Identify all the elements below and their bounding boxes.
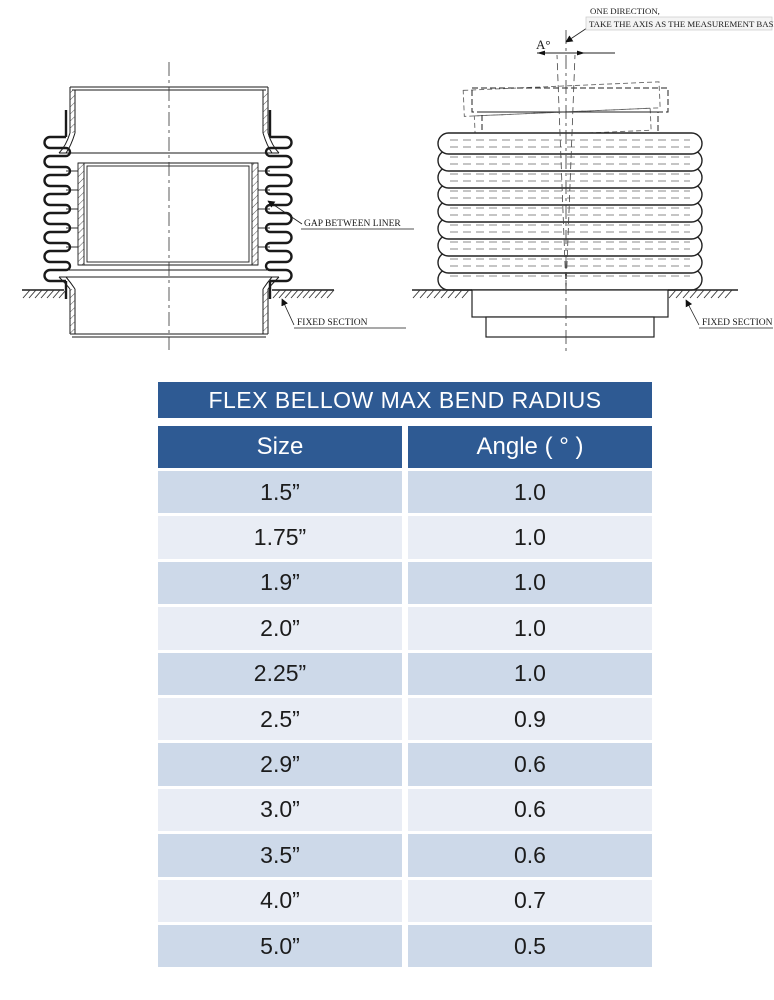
fixed-base (471, 289, 669, 338)
angle-cell: 1.0 (408, 471, 652, 514)
neck (471, 87, 669, 135)
size-cell: 3.0” (158, 788, 402, 832)
table-row: 2.5” 0.9 (158, 697, 652, 741)
col-header-size: Size (158, 426, 402, 468)
table-row: 5.0” 0.5 (158, 924, 652, 968)
table-row: 2.0” 1.0 (158, 607, 652, 650)
size-cell: 1.5” (158, 471, 402, 514)
gap-between-liner-callout: GAP BETWEEN LINER (267, 200, 414, 230)
bellow-drawings-svg: GAP BETWEEN LINER FIXED SECTION (22, 6, 774, 352)
table-row: 1.5” 1.0 (158, 471, 652, 514)
angle-cell: 0.6 (408, 834, 652, 877)
table-body: 1.5” 1.0 1.75” 1.0 1.9” 1.0 2.0” 1.0 2.2… (158, 471, 652, 968)
one-direction-note: ONE DIRECTION, TAKE THE AXIS AS THE MEAS… (565, 6, 774, 43)
note-line-1: ONE DIRECTION, (590, 6, 660, 16)
angle-cell: 1.0 (408, 516, 652, 559)
size-cell: 5.0” (158, 924, 402, 968)
angle-cell: 1.0 (408, 607, 652, 650)
table-header-row: Size Angle ( ° ) (158, 426, 652, 468)
gap-between-liner-label: GAP BETWEEN LINER (304, 219, 401, 229)
note-line-2: TAKE THE AXIS AS THE MEASUREMENT BASE (589, 19, 774, 29)
angle-cell: 0.6 (408, 743, 652, 786)
angle-cell: 0.7 (408, 879, 652, 922)
technical-drawings: GAP BETWEEN LINER FIXED SECTION (0, 0, 774, 374)
angle-cell: 0.9 (408, 697, 652, 741)
size-cell: 3.5” (158, 834, 402, 877)
fixed-section-callout-right: FIXED SECTION (685, 299, 773, 329)
bellow-coils-left (43, 110, 72, 299)
angle-dimension: A° (536, 37, 615, 56)
ground-hatch-left (22, 289, 335, 299)
table-row: 4.0” 0.7 (158, 879, 652, 922)
size-cell: 2.25” (158, 652, 402, 695)
tilted-axis-left (556, 54, 567, 291)
size-cell: 1.75” (158, 516, 402, 559)
angle-cell: 0.5 (408, 924, 652, 968)
ground-hatch-right (412, 289, 738, 299)
col-header-angle: Angle ( ° ) (408, 426, 652, 468)
angle-cell: 1.0 (408, 561, 652, 605)
size-cell: 4.0” (158, 879, 402, 922)
bellow-cross-section-diagram: GAP BETWEEN LINER FIXED SECTION (22, 62, 414, 350)
table-row: 1.9” 1.0 (158, 561, 652, 605)
tilted-neck-ghost (462, 81, 661, 139)
fixed-section-callout-left: FIXED SECTION (281, 298, 406, 329)
inner-liner (66, 162, 270, 266)
size-cell: 1.9” (158, 561, 402, 605)
table-row: 3.5” 0.6 (158, 834, 652, 877)
fixed-section-label-left: FIXED SECTION (297, 318, 368, 328)
top-pipe (58, 86, 280, 164)
table-row: 1.75” 1.0 (158, 516, 652, 559)
tilted-axis-right (565, 54, 576, 291)
table-row: 2.25” 1.0 (158, 652, 652, 695)
convolution-rows (437, 132, 703, 291)
size-cell: 2.5” (158, 697, 402, 741)
fixed-section-label-right: FIXED SECTION (702, 318, 773, 328)
spec-table: FLEX BELLOW MAX BEND RADIUS Size Angle (… (158, 382, 652, 968)
table-row: 3.0” 0.6 (158, 788, 652, 832)
table-title: FLEX BELLOW MAX BEND RADIUS (158, 382, 652, 418)
size-cell: 2.0” (158, 607, 402, 650)
bellow-bend-angle-diagram: A° ONE DIRECTION, TAKE THE AXIS AS THE M… (412, 6, 774, 352)
angle-cell: 0.6 (408, 788, 652, 832)
table-row: 2.9” 0.6 (158, 743, 652, 786)
angle-cell: 1.0 (408, 652, 652, 695)
size-cell: 2.9” (158, 743, 402, 786)
angle-label: A° (536, 37, 551, 52)
